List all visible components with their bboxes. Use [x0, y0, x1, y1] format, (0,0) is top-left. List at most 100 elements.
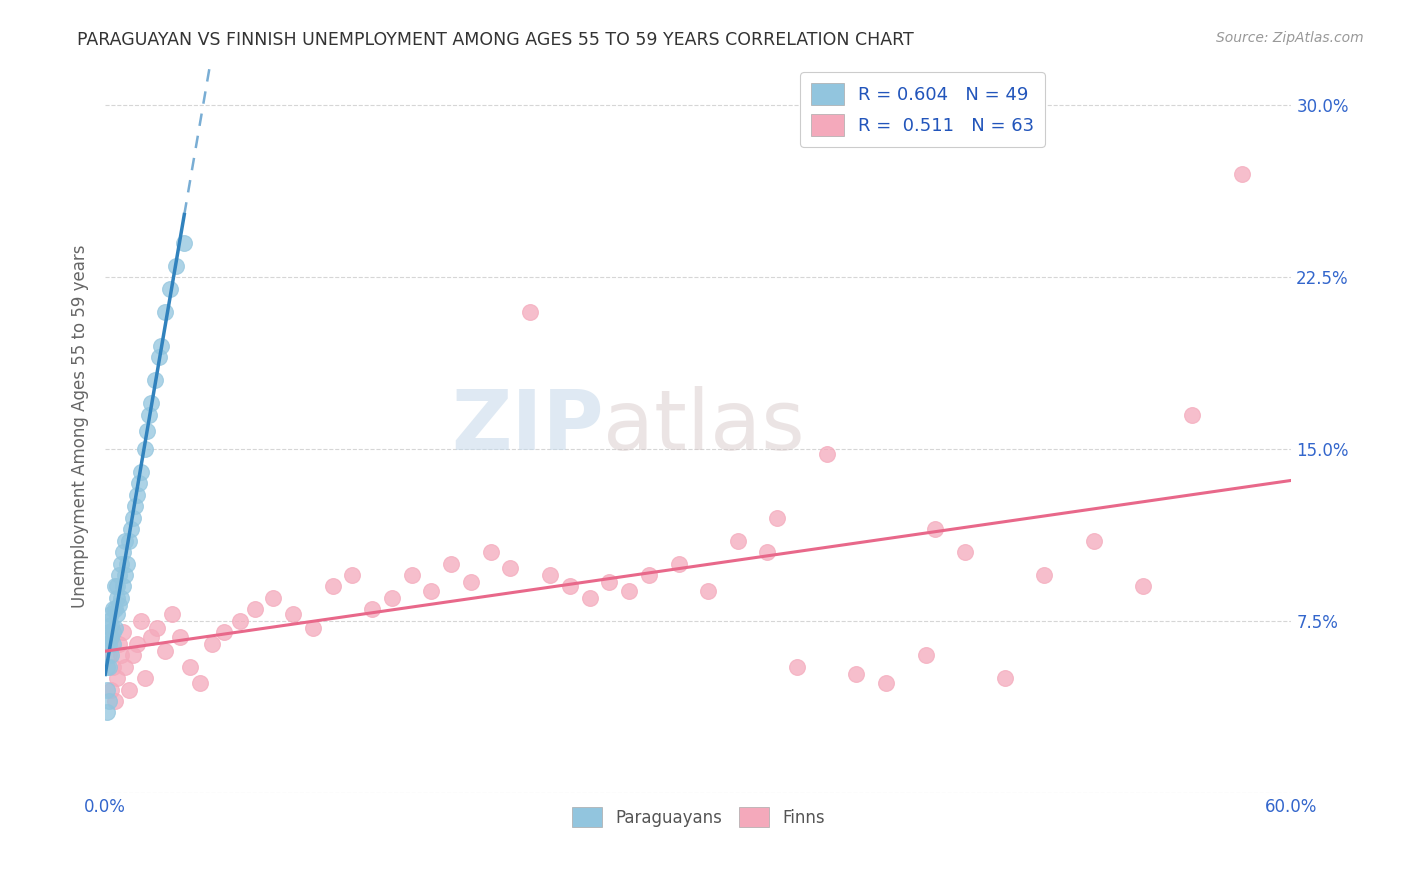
Point [401, 568, 423, 582]
Point [578, 591, 600, 605]
Point [105, 579, 128, 593]
Point [815, 447, 838, 461]
Point [110, 557, 132, 571]
Point [96, 637, 118, 651]
Point [125, 637, 148, 651]
Point [100, 618, 122, 632]
Text: Source: ZipAtlas.com: Source: ZipAtlas.com [1216, 31, 1364, 45]
Point [122, 510, 145, 524]
Point [228, 614, 250, 628]
Point [138, 408, 160, 422]
Point [499, 561, 522, 575]
Point [100, 682, 122, 697]
Point [111, 545, 134, 559]
Point [479, 545, 502, 559]
Text: PARAGUAYAN VS FINNISH UNEMPLOYMENT AMONG AGES 55 TO 59 YEARS CORRELATION CHART: PARAGUAYAN VS FINNISH UNEMPLOYMENT AMONG… [77, 31, 914, 49]
Point [460, 574, 482, 589]
Point [98, 648, 121, 663]
Point [756, 545, 779, 559]
Point [149, 339, 172, 353]
Point [162, 607, 184, 621]
Point [134, 671, 156, 685]
Point [104, 694, 127, 708]
Point [100, 607, 122, 621]
Point [111, 579, 134, 593]
Point [129, 465, 152, 479]
Point [96, 659, 118, 673]
Point [953, 545, 976, 559]
Point [98, 637, 121, 651]
Point [115, 557, 138, 571]
Y-axis label: Unemployment Among Ages 55 to 59 years: Unemployment Among Ages 55 to 59 years [72, 244, 89, 607]
Point [96, 706, 118, 720]
Point [301, 621, 323, 635]
Point [201, 637, 224, 651]
Point [727, 533, 749, 548]
Point [1230, 167, 1253, 181]
Point [108, 598, 131, 612]
Point [281, 607, 304, 621]
Point [105, 671, 128, 685]
Point [558, 579, 581, 593]
Point [139, 630, 162, 644]
Point [153, 643, 176, 657]
Point [101, 602, 124, 616]
Point [668, 557, 690, 571]
Point [173, 235, 195, 250]
Point [440, 557, 463, 571]
Point [128, 476, 150, 491]
Point [105, 591, 128, 605]
Point [188, 675, 211, 690]
Point [766, 510, 789, 524]
Point [101, 625, 124, 640]
Point [617, 584, 640, 599]
Point [148, 351, 170, 365]
Point [98, 659, 121, 673]
Point [98, 625, 121, 640]
Point [381, 591, 404, 605]
Point [245, 602, 267, 616]
Point [1181, 408, 1204, 422]
Point [1083, 533, 1105, 548]
Point [110, 591, 132, 605]
Point [1033, 568, 1056, 582]
Legend: Paraguayans, Finns: Paraguayans, Finns [564, 798, 832, 836]
Point [875, 675, 897, 690]
Point [159, 282, 181, 296]
Point [105, 607, 128, 621]
Point [125, 488, 148, 502]
Point [1132, 579, 1154, 593]
Point [262, 591, 284, 605]
Point [420, 584, 443, 599]
Point [153, 304, 176, 318]
Point [135, 424, 157, 438]
Point [104, 602, 127, 616]
Point [519, 304, 541, 318]
Point [697, 584, 720, 599]
Point [538, 568, 561, 582]
Point [124, 500, 146, 514]
Point [100, 630, 122, 644]
Point [100, 648, 122, 663]
Point [994, 671, 1017, 685]
Point [111, 625, 134, 640]
Point [786, 659, 808, 673]
Point [120, 522, 142, 536]
Point [924, 522, 946, 536]
Point [169, 630, 191, 644]
Point [122, 648, 145, 663]
Point [143, 373, 166, 387]
Text: atlas: atlas [603, 385, 806, 467]
Point [118, 682, 141, 697]
Point [145, 621, 167, 635]
Point [114, 568, 136, 582]
Point [134, 442, 156, 456]
Point [914, 648, 936, 663]
Point [179, 659, 201, 673]
Point [845, 666, 868, 681]
Point [129, 614, 152, 628]
Point [101, 659, 124, 673]
Point [108, 568, 131, 582]
Point [598, 574, 620, 589]
Point [104, 621, 127, 635]
